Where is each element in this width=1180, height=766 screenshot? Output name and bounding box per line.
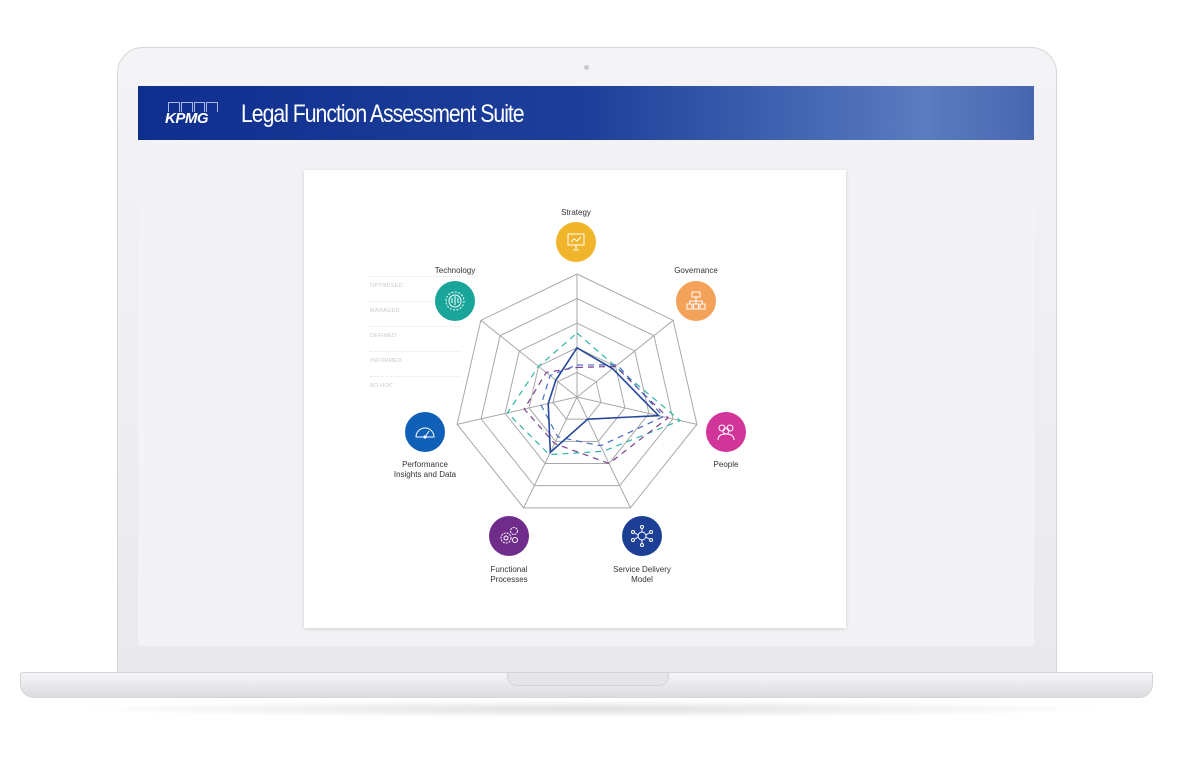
axis-spoke (576, 396, 631, 509)
gauge-icon (415, 427, 435, 439)
laptop-shadow (60, 700, 1120, 718)
axis-icon-6[interactable] (435, 281, 475, 321)
grid-ring (552, 371, 602, 420)
series-2-line (540, 364, 665, 447)
app-title: Legal Function Assessment Suite (241, 100, 525, 128)
axis-label: People (713, 460, 739, 469)
axis-label: Performance Insights and Data (393, 460, 457, 479)
screen: KPMG Legal Function Assessment Suite OPT… (138, 86, 1034, 646)
level-label: DEFINED (370, 326, 460, 339)
grid-ring (480, 298, 674, 487)
org-chart-icon (686, 291, 706, 310)
assessment-card: OPTIMISED MANAGED DEFINED INFORMED AD HO… (304, 170, 846, 628)
axis-label: Functional Processes (490, 565, 528, 584)
laptop-base (20, 672, 1153, 698)
network-person-icon (631, 525, 653, 547)
level-label: OPTIMISED (370, 276, 460, 289)
grid-ring (456, 273, 698, 509)
axis-spoke (480, 319, 578, 398)
axis-icon-2[interactable] (706, 412, 746, 452)
axis-label: Strategy (561, 208, 591, 217)
axis-spoke (456, 396, 578, 425)
grid-ring (504, 322, 650, 464)
gears-icon (500, 527, 518, 544)
axis-icon-3[interactable] (622, 516, 662, 556)
axis-icon-0[interactable] (556, 222, 596, 262)
circuit-gear-icon (445, 291, 465, 311)
camera (584, 65, 589, 70)
kpmg-logo: KPMG (165, 102, 219, 128)
radar-chart (456, 273, 698, 509)
axis-label: Technology (434, 266, 476, 275)
axis-icon-1[interactable] (676, 281, 716, 321)
level-label: AD HOC (370, 376, 460, 389)
axis-spoke (576, 319, 674, 398)
logo-text: KPMG (165, 110, 209, 127)
app-header: KPMG Legal Function Assessment Suite (138, 86, 1034, 140)
level-label: INFORMED (370, 351, 460, 364)
axis-icon-5[interactable] (405, 412, 445, 452)
laptop-notch (507, 673, 669, 686)
people-group-icon (717, 424, 735, 441)
axis-label: Service Delivery Model (613, 565, 671, 584)
axis-label: Governance (674, 266, 718, 275)
series-3-line (547, 346, 661, 455)
presentation-board-icon (567, 233, 585, 251)
axis-icon-4[interactable] (489, 516, 529, 556)
axis-spoke (576, 396, 698, 425)
level-label: MANAGED (370, 301, 460, 314)
series-0-line (506, 332, 682, 456)
